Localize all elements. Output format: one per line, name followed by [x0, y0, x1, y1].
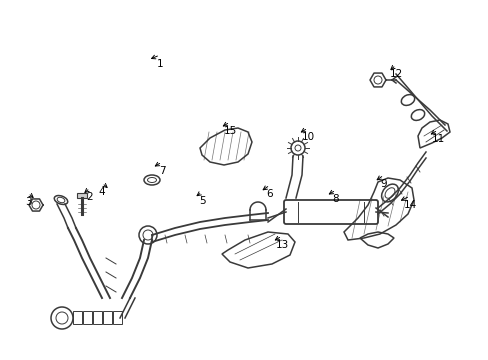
Bar	[83, 311, 92, 324]
Bar	[113, 311, 122, 324]
Text: 7: 7	[159, 166, 165, 176]
Text: 5: 5	[198, 196, 205, 206]
Text: 11: 11	[430, 134, 444, 144]
Text: 13: 13	[275, 240, 288, 250]
Bar	[103, 311, 112, 324]
Bar	[93, 311, 102, 324]
Text: 2: 2	[86, 192, 93, 202]
Text: 10: 10	[301, 132, 314, 142]
Text: 4: 4	[99, 187, 105, 197]
Text: 9: 9	[380, 179, 386, 189]
Text: 3: 3	[24, 197, 31, 207]
Text: 8: 8	[332, 194, 339, 204]
Text: 14: 14	[403, 200, 416, 210]
Text: 1: 1	[156, 59, 163, 69]
Bar	[77, 193, 87, 198]
Text: 6: 6	[266, 189, 273, 199]
Bar	[73, 311, 82, 324]
Text: 12: 12	[388, 69, 402, 79]
Text: 15: 15	[223, 126, 236, 136]
